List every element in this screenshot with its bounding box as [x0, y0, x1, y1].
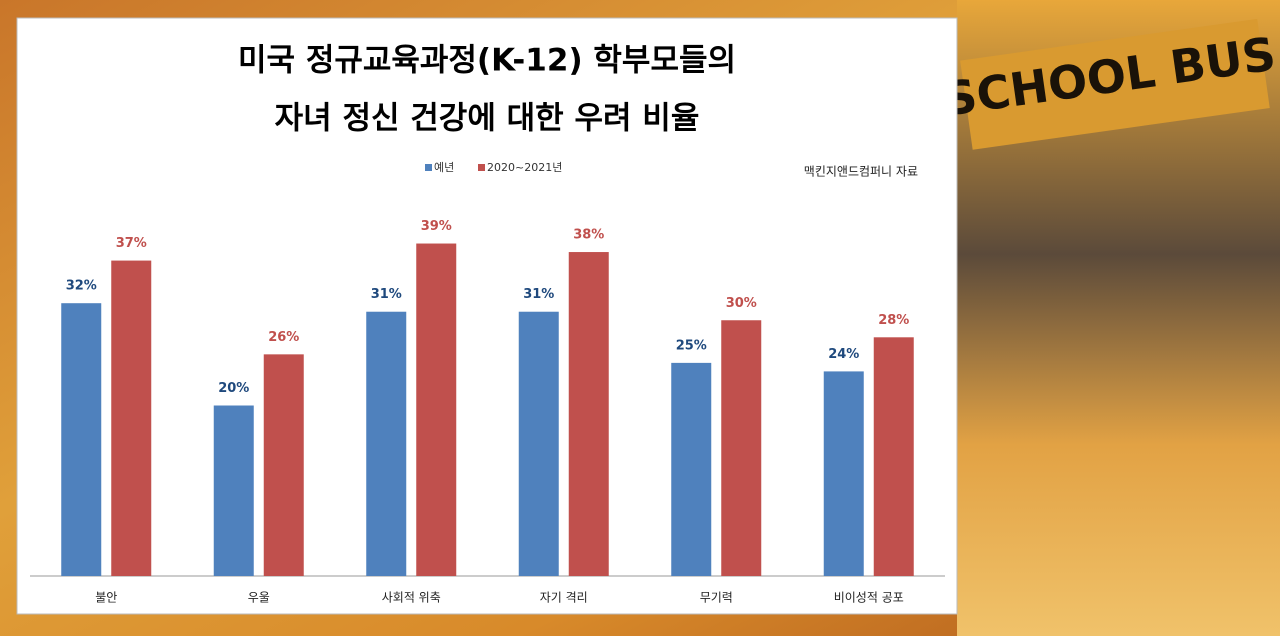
- bar: [721, 320, 762, 576]
- bar: [518, 311, 559, 576]
- value-label: 30%: [726, 296, 757, 311]
- x-tick-label: 무기력: [700, 591, 733, 605]
- x-tick-label: 비이성적 공포: [834, 591, 904, 605]
- value-label: 26%: [268, 330, 299, 345]
- bar: [366, 311, 407, 576]
- value-label: 38%: [573, 228, 604, 243]
- legend-label: 2020~2021년: [487, 161, 562, 174]
- bar: [213, 405, 254, 576]
- value-label: 32%: [66, 279, 97, 294]
- value-label: 25%: [676, 338, 707, 353]
- value-label: 39%: [421, 219, 452, 234]
- value-label: 28%: [878, 313, 909, 328]
- chart-title-line-2: 자녀 정신 건강에 대한 우려 비율: [275, 101, 700, 137]
- bar: [671, 362, 712, 576]
- bar: [568, 252, 609, 577]
- legend-swatch: [478, 164, 485, 171]
- x-tick-label: 우울: [248, 591, 270, 605]
- bar: [263, 354, 304, 576]
- bus-sign: [960, 18, 1270, 150]
- value-label: 31%: [371, 287, 402, 302]
- legend-label: 예년: [434, 161, 454, 174]
- value-label: 20%: [218, 381, 249, 396]
- chart-title-line-1: 미국 정규교육과정(K-12) 학부모들의: [238, 43, 736, 79]
- x-tick-label: 자기 격리: [540, 591, 588, 605]
- bar: [61, 303, 102, 576]
- x-tick-label: 사회적 위축: [382, 591, 441, 605]
- legend-swatch: [425, 164, 432, 171]
- value-label: 37%: [116, 236, 147, 251]
- bar: [823, 371, 864, 576]
- bar: [873, 337, 914, 576]
- bar: [111, 260, 152, 576]
- value-label: 31%: [523, 287, 554, 302]
- source-note: 맥킨지앤드컴퍼니 자료: [804, 165, 918, 179]
- chart-panel: [16, 17, 958, 615]
- x-tick-label: 불안: [95, 591, 117, 605]
- value-label: 24%: [828, 347, 859, 362]
- bar: [416, 243, 457, 576]
